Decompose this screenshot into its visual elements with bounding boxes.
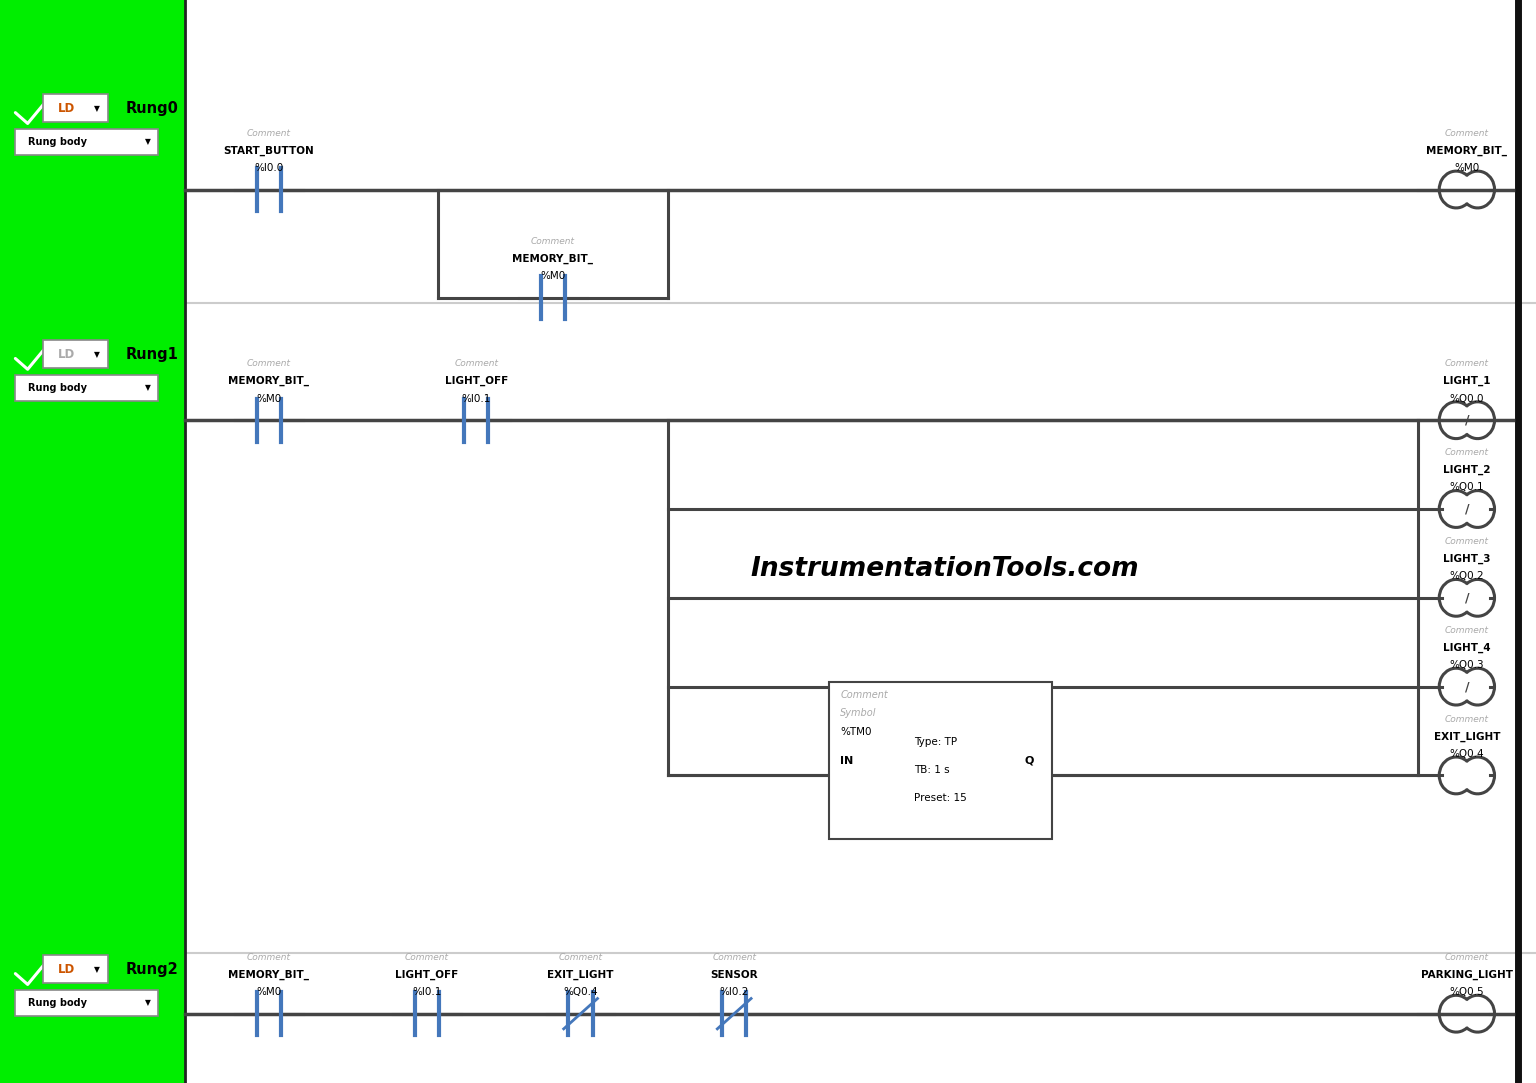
Text: ▼: ▼ [94, 104, 100, 113]
Text: %M0: %M0 [541, 271, 565, 282]
Text: Symbol: Symbol [840, 707, 877, 718]
Text: PARKING_LIGHT: PARKING_LIGHT [1421, 969, 1513, 980]
Text: TB: 1 s: TB: 1 s [914, 766, 949, 775]
FancyBboxPatch shape [0, 0, 184, 303]
Text: Comment: Comment [713, 953, 756, 962]
Text: %Q0.4: %Q0.4 [1450, 748, 1484, 759]
Text: Rung1: Rung1 [126, 347, 178, 362]
Text: Comment: Comment [247, 129, 290, 138]
Text: EXIT_LIGHT: EXIT_LIGHT [547, 969, 614, 980]
Text: %M0: %M0 [257, 987, 281, 997]
Text: Comment: Comment [1445, 626, 1488, 635]
Text: %I0.0: %I0.0 [253, 162, 284, 173]
Text: Comment: Comment [531, 237, 574, 246]
FancyBboxPatch shape [15, 129, 158, 155]
Text: Comment: Comment [1445, 537, 1488, 546]
FancyBboxPatch shape [43, 94, 108, 122]
Text: Comment: Comment [840, 690, 888, 701]
FancyBboxPatch shape [43, 955, 108, 983]
Text: %Q0.4: %Q0.4 [564, 987, 598, 997]
Text: Rung body: Rung body [28, 136, 86, 147]
FancyBboxPatch shape [0, 303, 184, 953]
Text: Rung2: Rung2 [126, 962, 178, 977]
Text: Comment: Comment [247, 953, 290, 962]
Text: LIGHT_4: LIGHT_4 [1442, 642, 1491, 653]
Text: Comment: Comment [1445, 953, 1488, 962]
Text: LIGHT_2: LIGHT_2 [1444, 465, 1490, 475]
Text: LD: LD [58, 102, 75, 115]
Text: LIGHT_OFF: LIGHT_OFF [444, 376, 508, 387]
FancyBboxPatch shape [0, 953, 184, 1083]
Text: LD: LD [58, 963, 75, 976]
Text: Comment: Comment [1445, 360, 1488, 368]
Text: ▼: ▼ [144, 138, 151, 146]
Text: Rung0: Rung0 [126, 101, 178, 116]
Text: %I0.1: %I0.1 [412, 987, 442, 997]
Text: Type: TP: Type: TP [914, 736, 957, 747]
Text: Q: Q [1025, 756, 1034, 766]
Text: Comment: Comment [247, 360, 290, 368]
Text: /: / [1464, 503, 1470, 516]
Text: Comment: Comment [559, 953, 602, 962]
Text: Preset: 15: Preset: 15 [914, 794, 966, 804]
Text: LIGHT_1: LIGHT_1 [1444, 376, 1490, 387]
Text: %M0: %M0 [257, 393, 281, 404]
Text: %Q0.5: %Q0.5 [1450, 987, 1484, 997]
Text: %TM0: %TM0 [840, 727, 872, 738]
Text: Rung body: Rung body [28, 997, 86, 1008]
Text: %Q0.1: %Q0.1 [1450, 482, 1484, 493]
Text: Rung body: Rung body [28, 382, 86, 393]
FancyBboxPatch shape [829, 682, 1052, 839]
Text: MEMORY_BIT_: MEMORY_BIT_ [229, 376, 309, 387]
Text: %M0: %M0 [1455, 162, 1479, 173]
Text: %Q0.3: %Q0.3 [1450, 660, 1484, 670]
Text: MEMORY_BIT_: MEMORY_BIT_ [1427, 145, 1507, 156]
Text: ▼: ▼ [94, 350, 100, 358]
Text: %I0.2: %I0.2 [719, 987, 750, 997]
Text: START_BUTTON: START_BUTTON [223, 145, 315, 156]
Text: %Q0.2: %Q0.2 [1450, 571, 1484, 582]
Text: %Q0.0: %Q0.0 [1450, 393, 1484, 404]
Text: LIGHT_3: LIGHT_3 [1444, 553, 1490, 564]
Text: Comment: Comment [1445, 448, 1488, 457]
Text: MEMORY_BIT_: MEMORY_BIT_ [229, 969, 309, 980]
Text: /: / [1464, 414, 1470, 427]
FancyBboxPatch shape [15, 375, 158, 401]
Text: SENSOR: SENSOR [710, 969, 759, 980]
Text: MEMORY_BIT_: MEMORY_BIT_ [513, 253, 593, 264]
FancyBboxPatch shape [0, 0, 184, 43]
Text: Comment: Comment [1445, 715, 1488, 723]
Text: Comment: Comment [406, 953, 449, 962]
Text: ▼: ▼ [144, 999, 151, 1007]
Text: LD: LD [58, 348, 75, 361]
Text: ▼: ▼ [144, 383, 151, 392]
Text: ▼: ▼ [94, 965, 100, 974]
Text: Comment: Comment [455, 360, 498, 368]
Text: %I0.1: %I0.1 [461, 393, 492, 404]
Text: IN: IN [840, 756, 854, 766]
FancyBboxPatch shape [15, 990, 158, 1016]
Text: Comment: Comment [1445, 129, 1488, 138]
Text: /: / [1464, 680, 1470, 693]
Text: InstrumentationTools.com: InstrumentationTools.com [750, 556, 1140, 582]
FancyBboxPatch shape [43, 340, 108, 368]
Text: EXIT_LIGHT: EXIT_LIGHT [1433, 731, 1501, 742]
Text: /: / [1464, 591, 1470, 604]
Text: LIGHT_OFF: LIGHT_OFF [395, 969, 459, 980]
